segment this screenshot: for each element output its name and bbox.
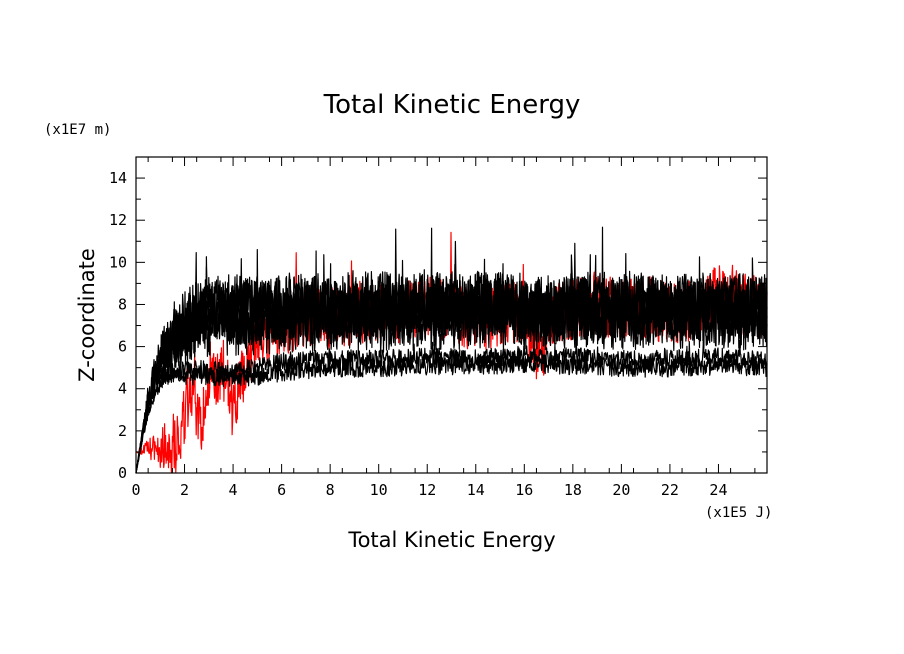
- x-axis-label: Total Kinetic Energy: [347, 528, 555, 552]
- plot-frame: [135, 156, 768, 474]
- y-tick-label: 10: [109, 253, 127, 271]
- chart-title: Total Kinetic Energy: [323, 90, 581, 120]
- x-tick-label: 8: [326, 481, 335, 499]
- y-tick-label: 0: [118, 464, 127, 482]
- y-tick-label: 6: [118, 338, 127, 356]
- x-tick-label: 18: [564, 481, 582, 499]
- x-tick-label: 2: [180, 481, 189, 499]
- x-tick-label: 12: [418, 481, 436, 499]
- y-axis-unit: (x1E7 m): [44, 122, 111, 138]
- x-tick-label: 6: [277, 481, 286, 499]
- x-tick-label: 0: [131, 481, 140, 499]
- x-tick-label: 16: [515, 481, 533, 499]
- x-axis-unit: (x1E5 J): [705, 505, 772, 521]
- y-axis-label: Z-coordinate: [75, 248, 99, 382]
- y-tick-label: 2: [118, 422, 127, 440]
- x-tick-label: 20: [612, 481, 630, 499]
- y-tick-label: 14: [109, 169, 127, 187]
- x-tick-label: 24: [709, 481, 727, 499]
- x-tick-label: 10: [370, 481, 388, 499]
- series-line: [135, 345, 768, 474]
- y-tick-label: 12: [109, 211, 127, 229]
- series-layer: [135, 226, 768, 474]
- x-tick-label: 22: [661, 481, 679, 499]
- y-tick-label: 8: [118, 295, 127, 313]
- x-tick-label: 14: [467, 481, 485, 499]
- y-tick-label: 4: [118, 380, 127, 398]
- series-line: [135, 249, 768, 474]
- x-tick-label: 4: [229, 481, 238, 499]
- series-line: [135, 332, 768, 474]
